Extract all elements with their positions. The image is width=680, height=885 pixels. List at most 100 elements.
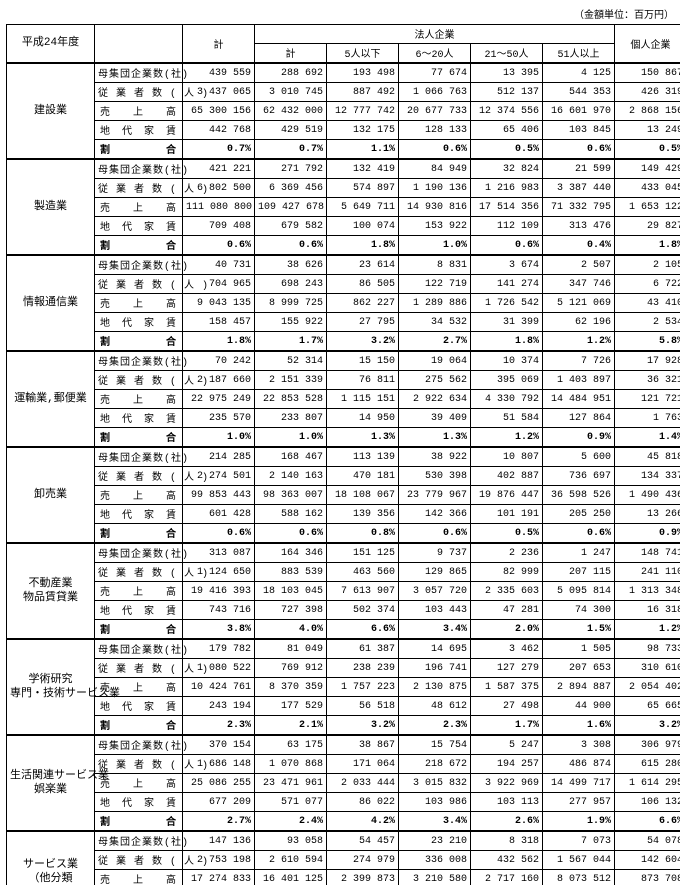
val-7-0-1: 63 175 [255,735,327,755]
val-2-1-1: 698 243 [255,275,327,294]
col-sub-2: 6～20人 [399,44,471,64]
metric-ratio: 割 合 [95,428,183,448]
metric-ratio: 割 合 [95,716,183,736]
metric-rent: 地 代 家 賃 [95,121,183,140]
val-3-3-5: 127 864 [543,409,615,428]
val-7-0-6: 306 979 [615,735,680,755]
val-3-1-5: 1 403 897 [543,371,615,390]
metric-sales: 売 上 高 [95,294,183,313]
val-6-4-3: 2.3% [399,716,471,736]
metric-sales: 売 上 高 [95,870,183,885]
val-0-4-0: 0.7% [183,140,255,160]
metric-rent: 地 代 家 賃 [95,697,183,716]
val-2-3-3: 34 532 [399,313,471,332]
val-8-0-0: 147 136 [183,831,255,851]
val-4-2-1: 98 363 007 [255,486,327,505]
val-1-1-3: 1 190 136 [399,179,471,198]
val-5-4-0: 3.8% [183,620,255,640]
val-8-1-4: 432 562 [471,851,543,870]
val-1-0-2: 132 419 [327,159,399,179]
val-1-4-5: 0.4% [543,236,615,256]
metric-sales: 売 上 高 [95,102,183,121]
col-metric [95,25,183,64]
val-1-4-4: 0.6% [471,236,543,256]
val-5-1-4: 82 999 [471,563,543,582]
val-1-2-1: 109 427 678 [255,198,327,217]
val-4-3-2: 139 356 [327,505,399,524]
val-7-4-6: 6.6% [615,812,680,832]
val-4-4-6: 0.9% [615,524,680,544]
val-6-2-0: 10 424 761 [183,678,255,697]
val-6-0-6: 98 733 [615,639,680,659]
val-5-3-4: 47 281 [471,601,543,620]
val-7-2-0: 25 086 255 [183,774,255,793]
val-3-0-3: 19 064 [399,351,471,371]
val-2-3-2: 27 795 [327,313,399,332]
metric-rent: 地 代 家 賃 [95,505,183,524]
metric-sales: 売 上 高 [95,582,183,601]
metric-rent: 地 代 家 賃 [95,409,183,428]
val-4-0-1: 168 467 [255,447,327,467]
val-7-1-6: 615 280 [615,755,680,774]
val-0-0-1: 288 692 [255,63,327,83]
val-7-2-6: 1 614 295 [615,774,680,793]
val-1-0-0: 421 221 [183,159,255,179]
val-0-4-5: 0.6% [543,140,615,160]
metric-emp: 従 業 者 数 ( 人 ) [95,467,183,486]
val-2-3-4: 31 399 [471,313,543,332]
val-8-1-2: 274 979 [327,851,399,870]
val-0-4-4: 0.5% [471,140,543,160]
metric-rent: 地 代 家 賃 [95,313,183,332]
val-7-3-5: 277 957 [543,793,615,812]
category-5: 不動産業物品賃貸業 [7,543,95,639]
metric-ratio: 割 合 [95,332,183,352]
val-1-1-2: 574 897 [327,179,399,198]
val-2-0-3: 8 831 [399,255,471,275]
val-2-0-4: 3 674 [471,255,543,275]
val-0-3-4: 65 406 [471,121,543,140]
val-0-4-3: 0.6% [399,140,471,160]
val-8-0-1: 93 058 [255,831,327,851]
metric-emp: 従 業 者 数 ( 人 ) [95,83,183,102]
val-7-3-3: 103 986 [399,793,471,812]
val-7-0-3: 15 754 [399,735,471,755]
val-3-2-2: 1 115 151 [327,390,399,409]
val-0-1-3: 1 066 763 [399,83,471,102]
val-7-3-6: 106 132 [615,793,680,812]
val-4-3-0: 601 428 [183,505,255,524]
val-5-2-6: 1 313 348 [615,582,680,601]
val-6-4-4: 1.7% [471,716,543,736]
val-6-0-2: 61 387 [327,639,399,659]
val-4-0-6: 45 818 [615,447,680,467]
val-5-3-2: 502 374 [327,601,399,620]
val-3-3-4: 51 584 [471,409,543,428]
val-3-0-6: 17 928 [615,351,680,371]
val-5-0-0: 313 087 [183,543,255,563]
val-4-4-1: 0.6% [255,524,327,544]
category-6: 学術研究専門・技術サービス業 [7,639,95,735]
val-2-0-6: 2 105 [615,255,680,275]
val-7-4-4: 2.6% [471,812,543,832]
val-4-2-4: 19 876 447 [471,486,543,505]
val-3-2-0: 22 975 249 [183,390,255,409]
val-1-4-6: 1.8% [615,236,680,256]
val-0-0-0: 439 559 [183,63,255,83]
val-7-4-0: 2.7% [183,812,255,832]
val-2-4-4: 1.8% [471,332,543,352]
val-5-0-5: 1 247 [543,543,615,563]
val-4-3-6: 13 266 [615,505,680,524]
val-5-2-0: 19 416 393 [183,582,255,601]
category-4: 卸売業 [7,447,95,543]
val-2-4-5: 1.2% [543,332,615,352]
metric-sales: 売 上 高 [95,198,183,217]
val-7-3-0: 677 209 [183,793,255,812]
val-2-0-0: 40 731 [183,255,255,275]
val-3-2-1: 22 853 528 [255,390,327,409]
val-0-1-6: 426 319 [615,83,680,102]
val-3-3-3: 39 409 [399,409,471,428]
category-3: 運輸業,郵便業 [7,351,95,447]
val-1-3-2: 100 074 [327,217,399,236]
metric-ratio: 割 合 [95,140,183,160]
val-8-2-3: 3 210 580 [399,870,471,885]
val-3-2-6: 121 721 [615,390,680,409]
